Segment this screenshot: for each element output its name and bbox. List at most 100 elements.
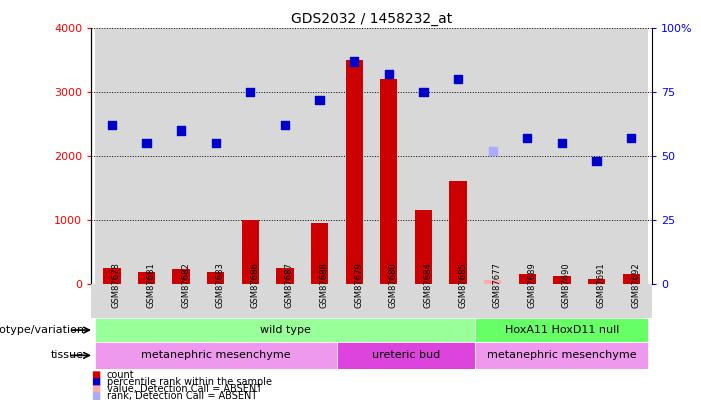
Bar	[302, 284, 337, 318]
Point	[141, 140, 152, 146]
Point	[314, 96, 325, 103]
Text: GSM87681: GSM87681	[147, 262, 156, 308]
Bar	[475, 28, 510, 283]
Bar	[380, 79, 397, 284]
Text: HoxA11 HoxD11 null: HoxA11 HoxD11 null	[505, 325, 619, 335]
Text: ■: ■	[91, 384, 100, 394]
Bar	[579, 284, 614, 318]
Bar	[449, 181, 467, 284]
Bar	[346, 60, 363, 284]
Bar	[302, 28, 337, 283]
Bar	[268, 284, 302, 318]
Title: GDS2032 / 1458232_at: GDS2032 / 1458232_at	[291, 12, 452, 26]
Text: ureteric bud: ureteric bud	[372, 350, 440, 360]
Text: GSM87685: GSM87685	[458, 262, 467, 308]
Text: GSM87684: GSM87684	[423, 262, 433, 308]
Bar	[475, 342, 648, 369]
Bar	[588, 279, 605, 284]
Text: rank, Detection Call = ABSENT: rank, Detection Call = ABSENT	[107, 392, 257, 401]
Bar	[95, 318, 475, 342]
Bar	[406, 284, 441, 318]
Point	[557, 140, 568, 146]
Bar	[579, 28, 614, 283]
Point	[591, 158, 602, 164]
Point	[107, 122, 118, 128]
Bar	[311, 223, 328, 284]
Bar	[95, 342, 337, 369]
Bar	[268, 28, 302, 283]
Bar	[233, 284, 268, 318]
Bar	[614, 284, 648, 318]
Bar	[510, 284, 545, 318]
Bar	[276, 268, 294, 284]
Bar	[233, 28, 268, 283]
Bar	[129, 284, 164, 318]
Text: ■: ■	[91, 370, 100, 379]
Bar	[95, 28, 129, 283]
Text: GSM87677: GSM87677	[493, 262, 502, 308]
Bar	[519, 274, 536, 284]
Text: genotype/variation: genotype/variation	[0, 325, 84, 335]
Bar	[475, 318, 648, 342]
Text: GSM87690: GSM87690	[562, 262, 571, 308]
Bar	[441, 284, 475, 318]
Text: wild type: wild type	[259, 325, 311, 335]
Bar	[614, 28, 648, 283]
Bar	[207, 272, 224, 284]
Text: GSM87680: GSM87680	[389, 262, 398, 308]
Bar	[372, 28, 406, 283]
Bar	[372, 284, 406, 318]
Text: value, Detection Call = ABSENT: value, Detection Call = ABSENT	[107, 384, 261, 394]
Text: GSM87679: GSM87679	[354, 262, 363, 308]
Text: ■: ■	[91, 392, 100, 401]
Bar	[337, 342, 475, 369]
Text: percentile rank within the sample: percentile rank within the sample	[107, 377, 271, 387]
Text: GSM87682: GSM87682	[181, 262, 190, 308]
Bar	[484, 280, 501, 284]
Text: GSM87687: GSM87687	[285, 262, 294, 308]
Bar	[545, 28, 579, 283]
Bar	[172, 269, 190, 283]
Bar	[337, 28, 372, 283]
Point	[487, 147, 498, 154]
Bar	[129, 28, 164, 283]
Text: GSM87689: GSM87689	[527, 262, 536, 308]
Text: tissue: tissue	[51, 350, 84, 360]
Text: GSM87691: GSM87691	[597, 262, 606, 308]
Text: count: count	[107, 370, 134, 379]
Bar	[164, 284, 198, 318]
Text: GSM87683: GSM87683	[216, 262, 225, 308]
Point	[418, 89, 429, 95]
Point	[625, 135, 637, 141]
Bar	[95, 284, 129, 318]
Point	[348, 58, 360, 65]
Bar	[337, 284, 372, 318]
Bar	[553, 275, 571, 284]
Point	[175, 127, 186, 134]
Point	[383, 71, 395, 77]
Bar	[441, 28, 475, 283]
Bar	[622, 274, 640, 284]
Text: GSM87686: GSM87686	[250, 262, 259, 308]
Point	[522, 135, 533, 141]
Bar	[545, 284, 579, 318]
Bar	[510, 28, 545, 283]
Text: GSM87692: GSM87692	[631, 262, 640, 308]
Bar	[138, 272, 155, 284]
Bar	[406, 28, 441, 283]
Bar	[198, 28, 233, 283]
Bar	[475, 284, 510, 318]
Point	[210, 140, 222, 146]
Text: metanephric mesenchyme: metanephric mesenchyme	[141, 350, 291, 360]
Text: metanephric mesenchyme: metanephric mesenchyme	[487, 350, 637, 360]
Text: GSM87688: GSM87688	[320, 262, 329, 308]
Point	[452, 76, 463, 83]
Bar	[164, 28, 198, 283]
Bar	[415, 210, 432, 284]
Bar	[103, 268, 121, 284]
Point	[245, 89, 256, 95]
Point	[280, 122, 291, 128]
Bar	[198, 284, 233, 318]
Bar	[242, 220, 259, 284]
Text: GSM87678: GSM87678	[112, 262, 121, 308]
